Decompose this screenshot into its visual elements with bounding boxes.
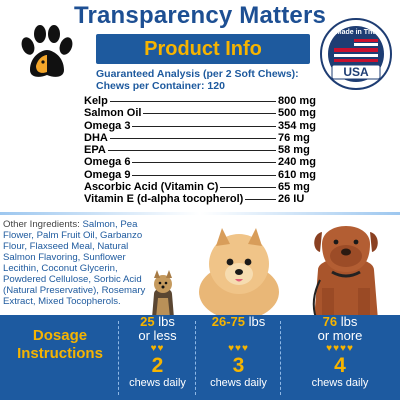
nutrient-value: 26 IU <box>278 193 305 206</box>
nutrient-value: 65 mg <box>278 181 310 194</box>
weight-note: or more <box>317 328 363 343</box>
nutrient-row: Vitamin E (d-alpha tocopherol) 26 IU <box>84 193 326 205</box>
nutrient-row: Omega 6 240 mg <box>84 156 326 168</box>
dotted-leader <box>143 113 276 115</box>
dotted-leader <box>109 137 276 139</box>
nutrient-value: 76 mg <box>278 131 310 144</box>
made-in-usa-seal-icon: USA Made in The <box>320 18 392 90</box>
ingredients-label: Other Ingredients: <box>3 219 80 230</box>
nutrient-name: Ascorbic Acid (Vitamin C) <box>84 181 219 194</box>
dosage-label: Dosage Instructions <box>0 327 120 363</box>
nutrient-value: 500 mg <box>278 107 316 120</box>
nutrient-name: DHA <box>84 131 108 144</box>
analysis-heading-line2: Chews per Container: 120 <box>96 80 225 92</box>
dotted-leader <box>132 174 276 176</box>
weight-number: 26-75 <box>211 314 245 329</box>
nutrient-row: Ascorbic Acid (Vitamin C) 65 mg <box>84 181 326 193</box>
nutrient-name: EPA <box>84 144 106 157</box>
product-info-banner: Product Info <box>96 34 310 64</box>
dosage-weight: 26-75 lbs <box>197 315 280 329</box>
dosage-weight: 25 lbs <box>120 315 195 329</box>
chews-daily-label: chews daily <box>129 377 186 389</box>
nutrient-row: Omega 9 610 mg <box>84 169 326 181</box>
dotted-leader <box>107 150 276 152</box>
dosage-column-large: 76 lbs or more ♥♥♥♥ 4 chews daily <box>282 315 398 390</box>
chews-daily-label: chews daily <box>210 377 267 389</box>
weight-number: 76 <box>322 314 338 329</box>
weight-note <box>197 329 280 343</box>
chew-count: 3 <box>232 354 245 377</box>
heart-icons: ♥♥♥♥ <box>326 343 354 354</box>
nutrient-value: 240 mg <box>278 156 316 169</box>
analysis-heading-line1: Guaranteed Analysis (per 2 Soft Chews): <box>96 68 299 80</box>
banner-label: Product Info <box>144 38 262 60</box>
nutrient-name: Omega 9 <box>84 168 131 181</box>
page-title: Transparency Matters <box>73 2 327 29</box>
weight-number: 25 <box>140 314 155 329</box>
heart-icons: ♥♥ <box>150 343 165 354</box>
dosage-column-medium: 26-75 lbs ♥♥♥ 3 chews daily <box>197 315 280 390</box>
chew-count: 2 <box>151 354 164 377</box>
seal-top-text: Made in The <box>336 29 377 36</box>
seal-country-text: USA <box>343 65 369 79</box>
nutrient-row: Omega 3 354 mg <box>84 120 326 132</box>
dosage-panel: Dosage Instructions 25 lbs or less ♥♥ 2 … <box>0 315 400 400</box>
dosage-column-small: 25 lbs or less ♥♥ 2 chews daily <box>120 315 195 390</box>
other-ingredients: Other Ingredients: Salmon, Pea Flower, P… <box>3 219 151 307</box>
chew-count: 4 <box>334 354 346 377</box>
dotted-leader <box>132 125 276 127</box>
dosage-separator <box>195 321 196 395</box>
nutrient-row: Kelp 800 mg <box>84 95 326 107</box>
nutrient-value: 610 mg <box>278 168 316 181</box>
section-divider <box>0 212 400 215</box>
weight-unit: lbs <box>340 314 358 329</box>
weight-note: or less <box>138 328 177 343</box>
nutrient-name: Salmon Oil <box>84 107 142 120</box>
nutrient-row: EPA 58 mg <box>84 144 326 156</box>
nutrient-value: 800 mg <box>278 95 316 107</box>
dosage-label-line1: Dosage <box>32 327 88 344</box>
chews-daily-label: chews daily <box>311 377 369 389</box>
ingredients-text: Salmon, Pea Flower, Palm Fruit Oil, Garb… <box>3 219 146 307</box>
pomeranian-dog-image <box>199 228 279 318</box>
weight-unit: lbs <box>158 314 175 329</box>
dosage-separator <box>118 321 119 395</box>
nutrient-name: Kelp <box>84 95 108 107</box>
dotted-leader <box>109 101 276 102</box>
nutrient-name: Vitamin E (d-alpha tocopherol) <box>84 193 244 206</box>
nutrient-row: Salmon Oil 500 mg <box>84 107 326 119</box>
dotted-leader <box>132 162 276 164</box>
nutrient-value: 354 mg <box>278 119 316 132</box>
dosage-weight: 76 lbs <box>282 315 398 329</box>
dotted-leader <box>220 187 276 189</box>
dotted-leader <box>245 199 276 201</box>
nutrient-name: Omega 3 <box>84 119 131 132</box>
nutrient-list: Kelp 800 mg Salmon Oil 500 mg Omega 3 354 m… <box>84 95 326 206</box>
analysis-heading: Guaranteed Analysis (per 2 Soft Chews): … <box>96 68 326 92</box>
weight-unit: lbs <box>248 314 266 329</box>
yorkie-dog-image <box>152 270 174 318</box>
large-dog-image <box>312 226 378 320</box>
dosage-label-line2: Instructions <box>17 345 103 362</box>
nutrient-row: DHA 76 mg <box>84 132 326 144</box>
paw-logo-icon <box>21 25 73 77</box>
nutrient-name: Omega 6 <box>84 156 131 169</box>
heart-icons: ♥♥♥ <box>228 343 249 354</box>
nutrient-value: 58 mg <box>278 144 310 157</box>
dosage-separator <box>280 321 281 395</box>
